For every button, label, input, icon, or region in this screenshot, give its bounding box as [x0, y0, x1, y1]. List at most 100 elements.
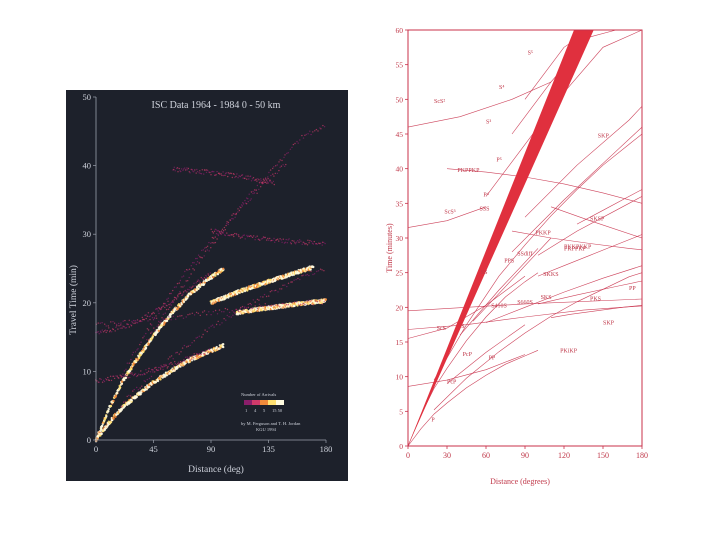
phase-label: S³ — [486, 120, 491, 126]
arrival-point — [270, 239, 273, 242]
arrival-point — [179, 361, 182, 363]
arrival-point — [180, 351, 182, 353]
arrival-point — [188, 358, 190, 360]
arrival-point — [268, 171, 270, 174]
arrival-point — [137, 348, 139, 350]
arrival-point — [109, 375, 112, 377]
arrival-point — [164, 365, 166, 367]
arrival-point — [214, 274, 217, 277]
arrival-point — [204, 169, 206, 171]
arrival-point — [102, 379, 105, 382]
arrival-point — [223, 318, 225, 320]
arrival-point — [281, 241, 283, 243]
arrival-point — [120, 376, 122, 378]
phase-curve-pkikp — [407, 305, 643, 330]
arrival-point — [275, 304, 277, 306]
arrival-point — [234, 232, 236, 235]
arrival-point — [266, 305, 268, 307]
arrival-point — [217, 229, 219, 232]
arrival-point — [165, 319, 169, 323]
arrival-point — [242, 177, 244, 179]
arrival-point — [188, 268, 191, 270]
arrival-point — [319, 299, 321, 301]
arrival-point — [195, 311, 198, 314]
right-x-tick-label: 180 — [636, 451, 648, 460]
arrival-point — [208, 274, 210, 276]
arrival-point — [293, 240, 295, 242]
right-x-tick-label: 120 — [558, 451, 570, 460]
phase-curve-sksp — [576, 189, 643, 225]
arrival-point — [260, 186, 262, 188]
arrival-point — [175, 286, 177, 288]
arrival-point — [231, 176, 233, 179]
arrival-point — [227, 223, 229, 226]
phase-label: SKSP — [590, 217, 605, 223]
arrival-point — [208, 327, 210, 329]
arrival-point — [122, 376, 124, 378]
arrival-point — [209, 272, 211, 274]
arrival-point — [321, 241, 324, 243]
arrival-point — [317, 270, 320, 272]
phase-label: PP — [489, 355, 496, 361]
legend-swatch — [260, 400, 268, 405]
arrival-point — [154, 329, 156, 332]
arrival-point — [100, 427, 103, 431]
arrival-point — [227, 175, 229, 178]
arrival-point — [217, 320, 219, 323]
arrival-point — [259, 296, 262, 298]
arrival-point — [229, 219, 231, 221]
arrival-point — [196, 280, 199, 282]
arrival-point — [99, 429, 102, 433]
arrival-point — [131, 373, 133, 376]
arrival-point — [201, 350, 204, 353]
arrival-point — [168, 371, 172, 375]
series-pcp — [95, 348, 211, 383]
arrival-point — [157, 369, 160, 371]
arrival-point — [109, 420, 113, 424]
arrival-point — [222, 230, 225, 232]
arrival-point — [312, 131, 314, 133]
arrival-point — [160, 308, 162, 310]
arrival-point — [157, 329, 160, 332]
arrival-point — [205, 274, 207, 277]
arrival-point — [244, 306, 246, 308]
arrival-point — [123, 370, 126, 372]
arrival-point — [105, 415, 108, 418]
arrival-point — [177, 296, 179, 298]
arrival-point — [169, 292, 171, 295]
arrival-point — [290, 243, 292, 245]
arrival-point — [113, 322, 116, 324]
arrival-point — [155, 366, 157, 369]
phase-curve-pkikp — [407, 298, 643, 312]
arrival-point — [96, 380, 98, 382]
arrival-point — [193, 171, 195, 173]
arrival-point — [296, 140, 298, 143]
phase-curve-skks — [537, 234, 643, 277]
arrival-point — [231, 217, 233, 220]
arrival-point — [198, 280, 200, 282]
arrival-point — [194, 169, 196, 171]
legend-swatch — [244, 400, 252, 405]
arrival-point — [168, 303, 170, 306]
arrival-point — [223, 226, 226, 229]
arrival-point — [223, 311, 225, 313]
arrival-point — [216, 238, 218, 240]
arrival-point — [135, 375, 138, 378]
arrival-point — [145, 317, 147, 320]
arrival-point — [238, 235, 240, 238]
surface-wave-band — [408, 30, 594, 446]
left-axes — [93, 96, 327, 443]
arrival-point — [246, 197, 248, 199]
arrival-point — [300, 240, 302, 242]
arrival-point — [173, 296, 176, 299]
arrival-point — [312, 243, 314, 245]
arrival-point — [147, 320, 149, 322]
arrival-point — [180, 170, 182, 173]
arrival-point — [256, 180, 258, 182]
arrival-point — [145, 332, 147, 335]
arrival-point — [229, 172, 231, 174]
arrival-point — [160, 364, 162, 367]
arrival-point — [167, 358, 169, 360]
left-x-tick-label: 90 — [207, 444, 216, 454]
arrival-point — [271, 290, 273, 292]
